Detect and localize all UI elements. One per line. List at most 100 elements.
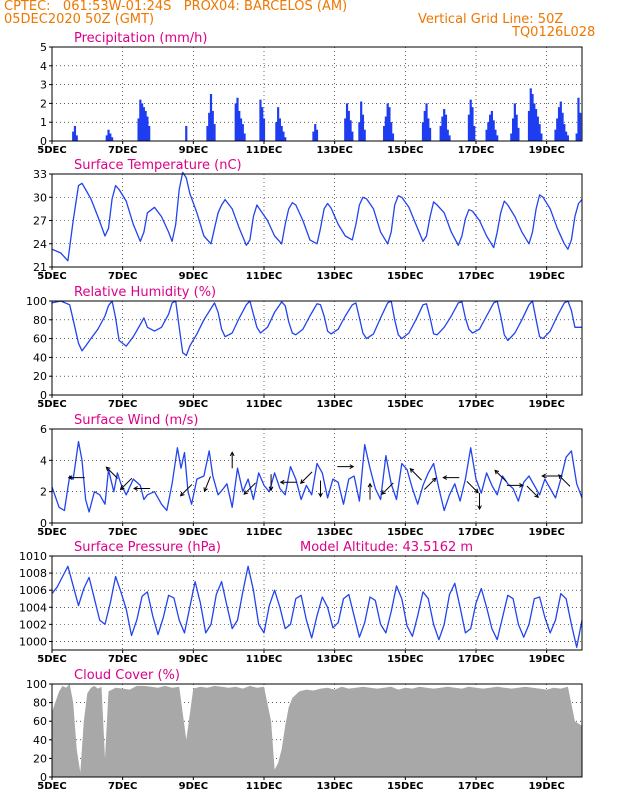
precip-bar — [280, 125, 283, 141]
precip-bar — [487, 122, 490, 141]
wind-arrow-head — [557, 474, 563, 480]
rh-xtick-label: 13DEC — [316, 399, 352, 410]
rh-xtick-label: 17DEC — [458, 399, 494, 410]
cloud-xtick-label: 19DEC — [528, 781, 564, 792]
wind-arrow-head — [105, 466, 111, 472]
precip-bar — [360, 101, 363, 141]
cloud-ytick-label: 0 — [40, 771, 47, 784]
precip-frame — [51, 46, 583, 142]
precip-bar — [358, 122, 361, 141]
rh-xtick-label: 11DEC — [246, 399, 282, 410]
precip-bar — [517, 127, 520, 141]
rh-ytick-label: 100 — [26, 295, 47, 308]
precip-bar — [439, 125, 442, 141]
wind-arrow — [526, 485, 539, 498]
pres-note: Model Altitude: 43.5162 m — [300, 540, 473, 555]
pres-xtick-label: 9DEC — [179, 654, 208, 665]
precip-bar — [554, 129, 557, 141]
wind-ytick-label: 4 — [40, 454, 47, 467]
precip-bar — [384, 116, 387, 141]
precip-bar — [312, 131, 315, 141]
precip-bar — [533, 103, 536, 141]
rh-ytick-label: 0 — [40, 389, 47, 402]
precip-bar — [513, 103, 516, 141]
wind-arrow-head — [318, 492, 323, 498]
wind-ytick-label: 0 — [40, 517, 47, 530]
temp-xtick-label: 19DEC — [528, 271, 564, 282]
precip-bar — [565, 131, 568, 141]
precip-ytick-label: 2 — [40, 97, 47, 110]
rh-xtick-label: 9DEC — [179, 399, 208, 410]
rh-title: Relative Humidity (%) — [74, 285, 216, 300]
wind-arrow-head — [119, 485, 125, 491]
rh-line — [51, 300, 582, 357]
rh-xtick-label: 7DEC — [108, 399, 137, 410]
precip-bar — [386, 103, 389, 141]
precip-bar — [238, 110, 241, 141]
pres-xtick-label: 7DEC — [108, 654, 137, 665]
precip-bar — [469, 99, 472, 141]
precip-xtick-label: 11DEC — [246, 145, 282, 156]
precip-bar — [277, 107, 280, 141]
wind-arrow-head — [243, 490, 249, 495]
precip-bar — [75, 135, 78, 141]
precip-bar — [383, 125, 386, 141]
precip-ytick-label: 5 — [40, 41, 47, 54]
wind-xtick-label: 11DEC — [246, 527, 282, 538]
wind-arrow-head — [367, 482, 373, 488]
wind-arrow — [494, 469, 507, 483]
cloud-title: Cloud Cover (%) — [74, 668, 180, 683]
pres-title: Surface Pressure (hPa) — [74, 540, 221, 555]
header-code: TQ0126L028 — [512, 25, 596, 40]
precip-bar — [390, 122, 393, 141]
precip-bar — [185, 125, 188, 141]
pres-ytick-label: 1008 — [19, 567, 47, 580]
rh-frame — [51, 300, 583, 396]
cloud-area — [52, 684, 582, 777]
temp-ytick-label: 24 — [33, 238, 47, 251]
precip-xtick-label: 9DEC — [179, 145, 208, 156]
precip-bar — [579, 112, 582, 141]
precip-xtick-label: 19DEC — [528, 145, 564, 156]
precip-bar — [351, 131, 354, 141]
cloud-ytick-label: 60 — [33, 715, 47, 728]
wind-arrow — [243, 482, 256, 495]
precip-bar — [561, 112, 564, 141]
precip-bar — [315, 129, 319, 141]
precip-bar — [209, 94, 213, 141]
temp-line — [51, 171, 583, 262]
precip-bar — [72, 131, 75, 141]
precip-bar — [241, 124, 244, 141]
precip-bar — [428, 127, 432, 141]
pres-xtick-label: 17DEC — [458, 654, 494, 665]
pres-ytick-label: 1002 — [19, 618, 47, 631]
precip-bar — [423, 110, 426, 141]
precip-bar — [236, 97, 239, 141]
pres-ytick-label: 1010 — [19, 550, 47, 563]
header-grid-note: Vertical Grid Line: 50Z — [418, 12, 564, 27]
precip-bar — [284, 137, 287, 141]
cloud-xtick-label: 7DEC — [108, 781, 137, 792]
precip-bar — [344, 118, 347, 141]
precip-bar — [448, 135, 451, 141]
precip-bar — [566, 135, 569, 141]
wind-arrow-head — [179, 491, 185, 497]
precip-bar — [239, 118, 243, 141]
wind-arrow — [466, 480, 479, 493]
temp-xtick-label: 11DEC — [246, 271, 282, 282]
precip-bar — [485, 129, 488, 141]
precip-bar — [531, 94, 534, 141]
wind-arrow — [106, 466, 119, 479]
precip-bar — [110, 137, 114, 141]
precip-bar — [425, 103, 428, 141]
wind-xtick-label: 19DEC — [528, 527, 564, 538]
precip-bar — [556, 118, 559, 141]
wind-arrow-head — [477, 505, 482, 511]
rh-xtick-label: 15DEC — [387, 399, 423, 410]
precip-bar — [512, 118, 515, 141]
wind-arrow-head — [67, 475, 73, 480]
precip-bar — [391, 133, 395, 141]
precip-bar — [446, 129, 449, 141]
wind-arrow — [424, 477, 437, 490]
